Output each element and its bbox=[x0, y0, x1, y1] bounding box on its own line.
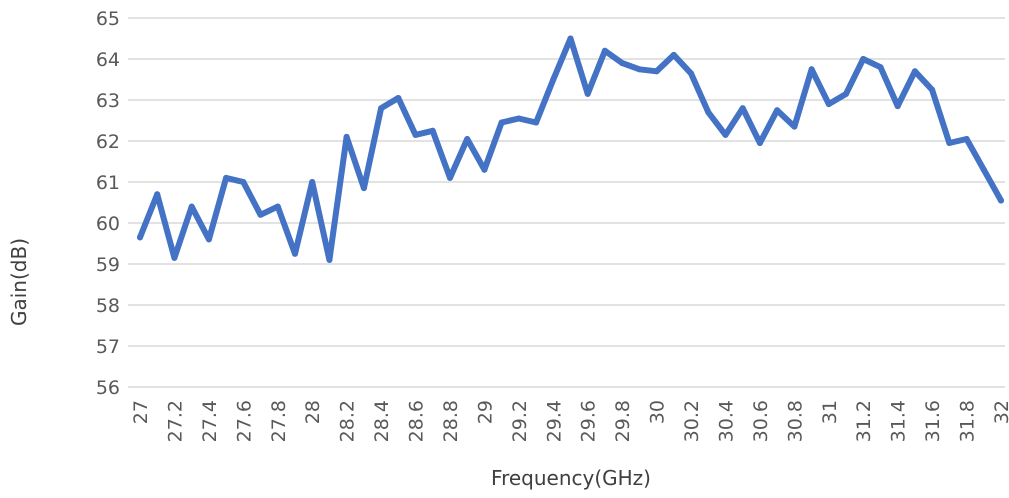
x-tick-label: 27 bbox=[130, 400, 152, 424]
data-point bbox=[274, 203, 281, 210]
y-tick-label: 64 bbox=[96, 49, 120, 71]
x-tick-label: 27.8 bbox=[268, 400, 290, 442]
y-tick-label: 63 bbox=[96, 90, 120, 112]
x-tick-label: 32 bbox=[991, 400, 1009, 424]
data-point bbox=[739, 105, 746, 112]
x-axis-ticks: 27 27.2 27.4 27.6 27.8 28 28.2 28.4 28.6 28.8 29 29… bbox=[130, 400, 1009, 442]
data-point bbox=[929, 86, 936, 93]
x-tick-label: 29 bbox=[474, 400, 496, 424]
data-point bbox=[223, 174, 230, 181]
data-point bbox=[309, 179, 316, 185]
data-point bbox=[498, 119, 505, 126]
x-tick-label: 27.2 bbox=[164, 400, 186, 442]
x-tick-label: 31.8 bbox=[957, 400, 979, 442]
data-point bbox=[412, 131, 419, 138]
y-tick-label: 57 bbox=[96, 336, 120, 358]
data-point bbox=[360, 185, 367, 192]
data-point bbox=[808, 66, 815, 73]
series-line-0 bbox=[137, 35, 1004, 263]
data-point bbox=[653, 68, 660, 75]
x-tick-label: 31 bbox=[819, 400, 841, 424]
data-point bbox=[447, 174, 453, 181]
data-point bbox=[860, 56, 867, 62]
data-point bbox=[980, 166, 987, 173]
data-point bbox=[395, 95, 402, 101]
data-point bbox=[998, 197, 1004, 204]
x-tick-label: 27.6 bbox=[233, 400, 255, 442]
data-point bbox=[533, 119, 540, 126]
data-point bbox=[705, 109, 712, 116]
data-point bbox=[722, 131, 729, 138]
data-point bbox=[825, 101, 832, 108]
x-tick-label: 29.8 bbox=[612, 400, 634, 442]
data-point bbox=[791, 123, 798, 130]
x-tick-label: 30.2 bbox=[681, 400, 703, 442]
data-point bbox=[877, 64, 884, 71]
y-tick-label: 60 bbox=[96, 213, 120, 235]
data-point bbox=[137, 234, 143, 241]
y-tick-label: 59 bbox=[96, 254, 120, 276]
data-point bbox=[756, 140, 763, 146]
x-tick-label: 31.4 bbox=[888, 400, 910, 442]
x-axis-title: Frequency(GHz) bbox=[491, 466, 651, 490]
data-point bbox=[481, 166, 488, 173]
data-point bbox=[843, 90, 849, 97]
x-tick-label: 28.2 bbox=[337, 400, 359, 442]
data-point bbox=[550, 76, 557, 83]
data-point bbox=[688, 70, 694, 77]
data-point bbox=[464, 136, 471, 142]
x-tick-label: 27.4 bbox=[199, 400, 221, 442]
data-point bbox=[670, 51, 677, 58]
y-tick-label: 61 bbox=[96, 172, 120, 194]
y-tick-label: 65 bbox=[96, 8, 120, 30]
data-point bbox=[343, 133, 350, 140]
data-point bbox=[946, 140, 953, 146]
x-tick-label: 28 bbox=[302, 400, 324, 424]
series-layer bbox=[137, 35, 1004, 263]
x-tick-label: 30.8 bbox=[784, 400, 806, 442]
x-tick-label: 28.8 bbox=[440, 400, 462, 442]
y-tick-label: 62 bbox=[96, 131, 120, 153]
data-point bbox=[188, 203, 195, 210]
x-tick-label: 29.2 bbox=[509, 400, 531, 442]
x-tick-label: 28.6 bbox=[406, 400, 428, 442]
data-point bbox=[326, 256, 333, 263]
gridlines bbox=[128, 17, 1005, 388]
y-tick-label: 56 bbox=[96, 377, 120, 399]
data-point bbox=[774, 107, 781, 114]
data-point bbox=[894, 103, 901, 110]
data-point bbox=[292, 250, 298, 257]
data-point bbox=[240, 179, 247, 185]
x-tick-label: 30.4 bbox=[715, 400, 737, 442]
data-point bbox=[601, 47, 608, 54]
y-axis-ticks: 56 57 58 59 60 61 62 63 64 65 bbox=[96, 8, 120, 399]
data-point bbox=[911, 68, 918, 75]
y-tick-label: 58 bbox=[96, 295, 120, 317]
data-point bbox=[963, 136, 970, 142]
y-axis-title: Gain(dB) bbox=[7, 238, 31, 326]
x-tick-label: 29.4 bbox=[543, 400, 565, 442]
data-point bbox=[584, 90, 591, 97]
x-tick-label: 31.6 bbox=[922, 400, 944, 442]
x-tick-label: 29.6 bbox=[578, 400, 600, 442]
data-point bbox=[515, 115, 522, 122]
data-point bbox=[154, 191, 161, 198]
x-tick-label: 30 bbox=[647, 400, 669, 424]
data-point bbox=[257, 211, 264, 218]
data-point bbox=[567, 35, 574, 42]
data-point bbox=[171, 254, 178, 261]
data-point bbox=[429, 127, 436, 134]
data-point bbox=[378, 105, 385, 112]
x-tick-label: 31.2 bbox=[853, 400, 875, 442]
data-point bbox=[636, 66, 643, 73]
x-tick-label: 30.6 bbox=[750, 400, 772, 442]
data-point bbox=[205, 236, 212, 243]
x-tick-label: 28.4 bbox=[371, 400, 393, 442]
data-point bbox=[619, 60, 626, 67]
